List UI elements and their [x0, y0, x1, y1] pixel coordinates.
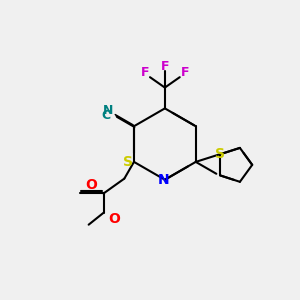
Text: F: F — [181, 66, 189, 79]
Text: O: O — [85, 178, 97, 192]
Text: N: N — [103, 104, 114, 117]
Text: O: O — [108, 212, 120, 226]
Text: F: F — [140, 66, 149, 79]
Text: C: C — [101, 109, 111, 122]
Text: S: S — [123, 155, 134, 169]
Text: F: F — [160, 60, 169, 73]
Text: N: N — [158, 173, 169, 187]
Text: S: S — [215, 147, 225, 161]
